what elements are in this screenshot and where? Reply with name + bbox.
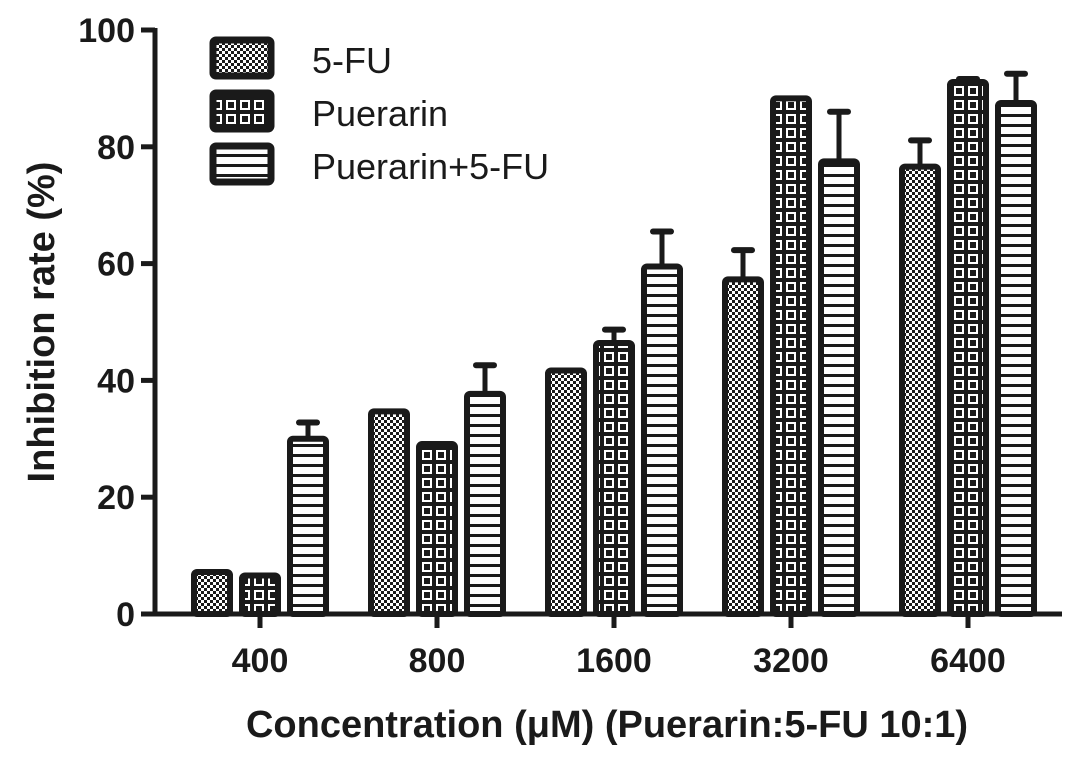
bar-5-fu-6400	[899, 163, 941, 617]
y-tick-label: 80	[97, 129, 135, 167]
bar-puerarin-5-fu-3200	[818, 158, 860, 617]
legend-label: Puerarin	[312, 93, 448, 134]
bar-puerarin-5-fu-6400	[995, 100, 1037, 617]
y-tick-label: 20	[97, 479, 135, 517]
x-tick-label: 3200	[753, 642, 829, 680]
bar-puerarin-1600	[593, 340, 635, 617]
legend-swatch	[209, 89, 275, 133]
legend-swatch	[209, 36, 275, 80]
bar-puerarin-3200	[770, 95, 812, 617]
legend-swatch	[209, 142, 275, 186]
legend-label: 5-FU	[312, 40, 392, 81]
bar-5-fu-800	[368, 408, 410, 617]
y-tick-label: 100	[78, 12, 135, 50]
bar-5-fu-1600	[545, 367, 587, 617]
x-tick-label: 800	[409, 642, 466, 680]
y-tick-label: 40	[97, 362, 135, 400]
bar-puerarin-800	[416, 441, 458, 617]
y-tick-label: 60	[97, 246, 135, 284]
bar-puerarin-5-fu-1600	[641, 263, 683, 617]
bar-puerarin-5-fu-800	[464, 390, 506, 617]
bar-puerarin-400	[239, 572, 281, 617]
bar-puerarin-6400	[947, 78, 989, 617]
bar-5-fu-400	[191, 568, 233, 618]
bar-5-fu-3200	[722, 276, 764, 617]
x-axis-label: Concentration (μM) (Puerarin:5-FU 10:1)	[246, 704, 968, 746]
y-axis-label: Inhibition rate (%)	[21, 162, 63, 483]
x-tick-label: 1600	[576, 642, 652, 680]
y-tick-label: 0	[116, 596, 135, 634]
x-tick-label: 6400	[930, 642, 1006, 680]
legend-label: Puerarin+5-FU	[312, 146, 549, 187]
bar-puerarin-5-fu-400	[287, 435, 329, 617]
x-tick-label: 400	[232, 642, 289, 680]
